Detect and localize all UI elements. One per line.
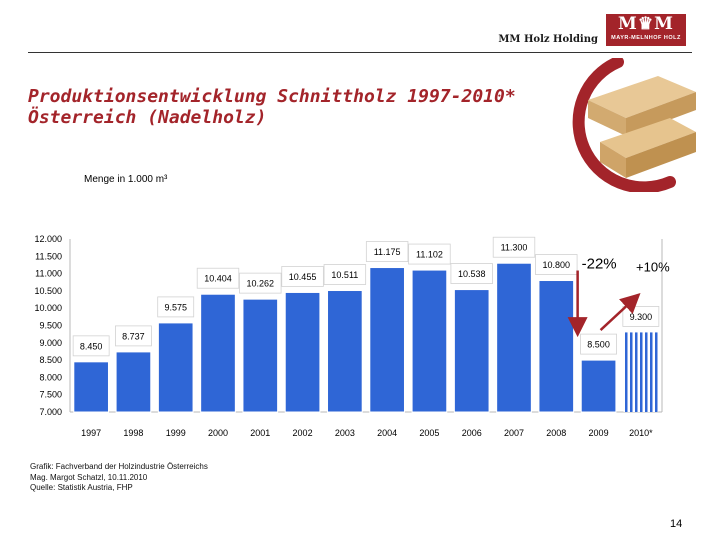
x-tick-label: 1999 — [166, 428, 186, 438]
y-tick-label: 10.500 — [34, 286, 62, 296]
logo-mark: M♛M — [618, 14, 674, 34]
increase-arrow — [599, 293, 641, 332]
forecast-bar — [623, 332, 659, 412]
data-label-box — [408, 243, 451, 265]
bar — [538, 280, 575, 413]
data-label: 10.511 — [331, 270, 358, 280]
data-label-box — [239, 272, 282, 294]
data-label: 10.262 — [247, 279, 275, 289]
y-tick-label: 10.000 — [34, 303, 62, 313]
bar — [369, 267, 405, 413]
company-logo: M♛M MAYR-MELNHOF HOLZ — [606, 14, 686, 46]
x-tick-label: 2006 — [462, 428, 482, 438]
source-line-2: Mag. Margot Schatzl, 10.11.2010 — [30, 472, 148, 482]
data-label: 10.538 — [458, 269, 486, 279]
data-label: 8.500 — [587, 340, 610, 350]
x-tick-label: 2003 — [335, 428, 355, 438]
x-tick-label: 2004 — [377, 428, 397, 438]
bar — [242, 298, 279, 413]
data-label-box — [535, 254, 578, 275]
logo-text: MAYR-MELNHOF HOLZ — [611, 35, 681, 41]
data-label-box — [450, 263, 493, 284]
bar — [327, 290, 363, 413]
data-label-box — [157, 296, 195, 318]
bar — [580, 359, 617, 413]
lumber-decoration-image — [572, 58, 696, 192]
y-tick-label: 12.000 — [34, 234, 62, 244]
x-tick-label: 2002 — [293, 428, 313, 438]
data-label: 9.300 — [630, 312, 653, 322]
data-label: 10.800 — [543, 260, 571, 270]
source-line-1: Grafik: Fachverband der Holzindustrie Ös… — [30, 462, 208, 471]
y-tick-label: 8.000 — [39, 372, 62, 382]
data-label: 8.737 — [122, 331, 145, 341]
data-label: 10.455 — [289, 272, 317, 282]
annotation-label: -22% — [582, 256, 617, 273]
source-line-3: Quelle: Statistik Austria, FHP — [30, 483, 133, 492]
title-line-1: Produktionsentwicklung Schnittholz 1997-… — [28, 86, 516, 107]
company-name: MM Holz Holding — [498, 34, 598, 45]
title-line-2: Österreich (Nadelholz) — [28, 107, 267, 128]
x-tick-label: 2001 — [250, 428, 270, 438]
y-tick-label: 9.000 — [39, 338, 62, 348]
bar — [284, 291, 321, 413]
y-tick-label: 11.500 — [35, 251, 62, 261]
data-label-box — [492, 236, 536, 258]
page-number: 14 — [670, 518, 683, 530]
x-tick-label: 2010* — [629, 428, 653, 438]
data-label-box — [115, 325, 152, 347]
x-tick-label: 2009 — [589, 428, 609, 438]
data-label: 10.404 — [204, 274, 232, 284]
x-tick-label: 2007 — [504, 428, 524, 438]
header-divider — [28, 52, 692, 53]
y-tick-label: 7.500 — [39, 390, 62, 400]
bar — [496, 262, 532, 413]
y-tick-label: 8.500 — [39, 355, 62, 365]
bar — [200, 293, 236, 413]
bar — [411, 269, 448, 413]
y-tick-label: 7.000 — [39, 407, 62, 417]
x-tick-label: 1998 — [123, 428, 143, 438]
data-label: 11.102 — [416, 250, 443, 260]
bar — [73, 361, 109, 413]
y-tick-label: 11.000 — [35, 269, 62, 279]
bar — [115, 351, 152, 413]
data-label-box — [196, 267, 240, 289]
x-tick-label: 2005 — [419, 428, 439, 438]
data-label: 8.450 — [80, 341, 103, 351]
x-tick-label: 1997 — [81, 428, 101, 438]
data-label-box — [580, 333, 617, 355]
data-label-box — [323, 264, 367, 285]
bar — [157, 322, 194, 413]
data-label-box — [72, 335, 110, 357]
data-label: 9.575 — [164, 302, 187, 312]
bar — [453, 289, 490, 413]
data-label-box — [365, 241, 409, 262]
data-label-box — [281, 266, 324, 287]
source-note: Grafik: Fachverband der Holzindustrie Ös… — [30, 462, 208, 494]
annotation-label: +10% — [636, 259, 670, 274]
data-label: 11.300 — [501, 243, 528, 253]
page-title: Produktionsentwicklung Schnittholz 1997-… — [28, 86, 588, 128]
data-label: 11.175 — [374, 247, 401, 257]
x-tick-label: 2000 — [208, 428, 228, 438]
x-tick-label: 2008 — [546, 428, 566, 438]
y-tick-label: 9.500 — [39, 321, 62, 331]
unit-label: Menge in 1.000 m³ — [84, 174, 168, 185]
